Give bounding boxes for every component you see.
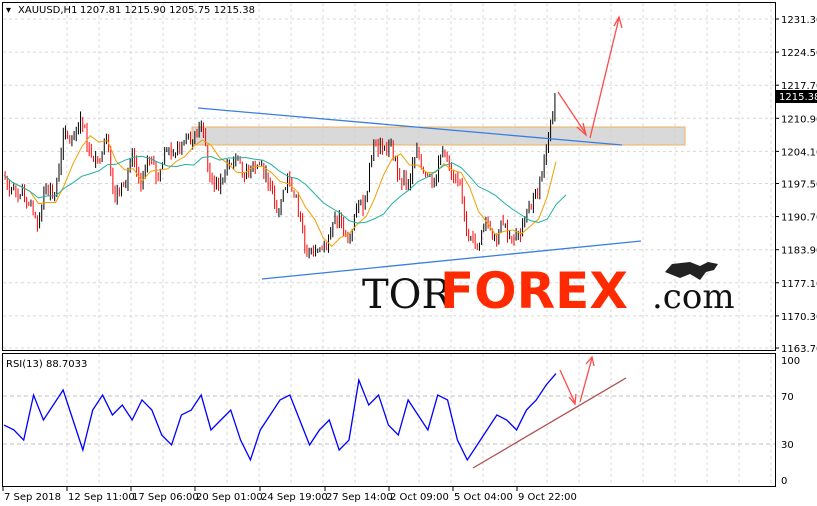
ma-fast-line	[3, 134, 557, 248]
rsi-tick-label: 70	[781, 392, 794, 403]
rsi-trendline[interactable]	[472, 377, 627, 469]
rsi-arrows	[559, 355, 595, 406]
logo-tor: TOR	[362, 272, 453, 318]
time-tick-label: 27 Sep 14:00	[326, 492, 393, 503]
price-tick-label: 1183.90	[781, 246, 817, 257]
rsi-arrow-down-head	[568, 393, 577, 406]
time-tick-label: 17 Sep 06:00	[132, 492, 199, 503]
upper-trendline[interactable]	[197, 107, 623, 146]
rsi-line	[3, 373, 557, 462]
ohlc-label: 1207.81 1215.90 1205.75 1215.38	[80, 5, 255, 16]
resistance-zone[interactable]	[191, 126, 686, 146]
price-tick-label: 1163.70	[781, 344, 817, 355]
time-tick-label: 2 Oct 09:00	[390, 492, 449, 503]
price-axis: 1231.30 1224.50 1217.70 1210.90 1204.10 1197.…	[775, 15, 817, 355]
time-tick-label: 5 Oct 04:00	[454, 492, 513, 503]
rsi-arrow-up-head	[585, 355, 595, 367]
current-price-label: 1215.38	[779, 92, 817, 103]
rsi-arrow-up	[579, 357, 593, 403]
arrow-up	[589, 17, 620, 139]
arrow-down	[557, 91, 587, 135]
rsi-panel-frame	[2, 353, 776, 487]
main-panel-frame	[2, 2, 776, 351]
price-tick-label: 1204.10	[781, 147, 817, 158]
rsi-arrow-down	[559, 369, 576, 404]
logo-com: .com	[652, 277, 735, 317]
symbol-label: XAUUSD,H1	[18, 5, 77, 16]
time-tick-label: 20 Sep 01:00	[196, 492, 263, 503]
price-tick-label: 1177.10	[781, 279, 817, 290]
price-tick-label: 1190.70	[781, 213, 817, 224]
rsi-axis: 100 70 30 0	[781, 356, 800, 487]
rsi-tick-label: 30	[781, 440, 794, 451]
grid	[3, 3, 775, 486]
time-tick-label: 9 Oct 22:00	[518, 492, 577, 503]
price-tick-label: 1170.30	[781, 312, 817, 323]
rsi-tick-label: 0	[781, 476, 787, 487]
time-tick-label: 24 Sep 19:00	[261, 492, 328, 503]
lower-trendline[interactable]	[261, 240, 642, 280]
rsi-tick-label: 100	[781, 356, 800, 367]
price-tick-label: 1217.70	[781, 81, 817, 92]
current-price-tag	[776, 90, 817, 103]
rsi-levels	[3, 395, 775, 445]
time-tick-label: 12 Sep 11:00	[68, 492, 135, 503]
symbol-dropdown-icon[interactable]: ▾	[6, 5, 11, 16]
price-tick-label: 1210.90	[781, 114, 817, 125]
price-tick-label: 1197.50	[781, 180, 817, 191]
torforex-logo: TOR FOREX .com	[362, 262, 735, 320]
logo-forex: FOREX	[440, 262, 628, 320]
arrow-down-head	[576, 122, 588, 137]
candles	[4, 93, 556, 259]
time-tick-label: 7 Sep 2018	[4, 492, 61, 503]
bull-icon	[665, 262, 718, 280]
arrow-up-head	[613, 15, 623, 29]
price-tick-label: 1231.30	[781, 15, 817, 26]
price-tick-label: 1224.50	[781, 48, 817, 59]
ma-slow-line	[3, 155, 567, 224]
forecast-arrows	[557, 15, 623, 139]
rsi-label: RSI(13) 88.7033	[6, 359, 87, 370]
